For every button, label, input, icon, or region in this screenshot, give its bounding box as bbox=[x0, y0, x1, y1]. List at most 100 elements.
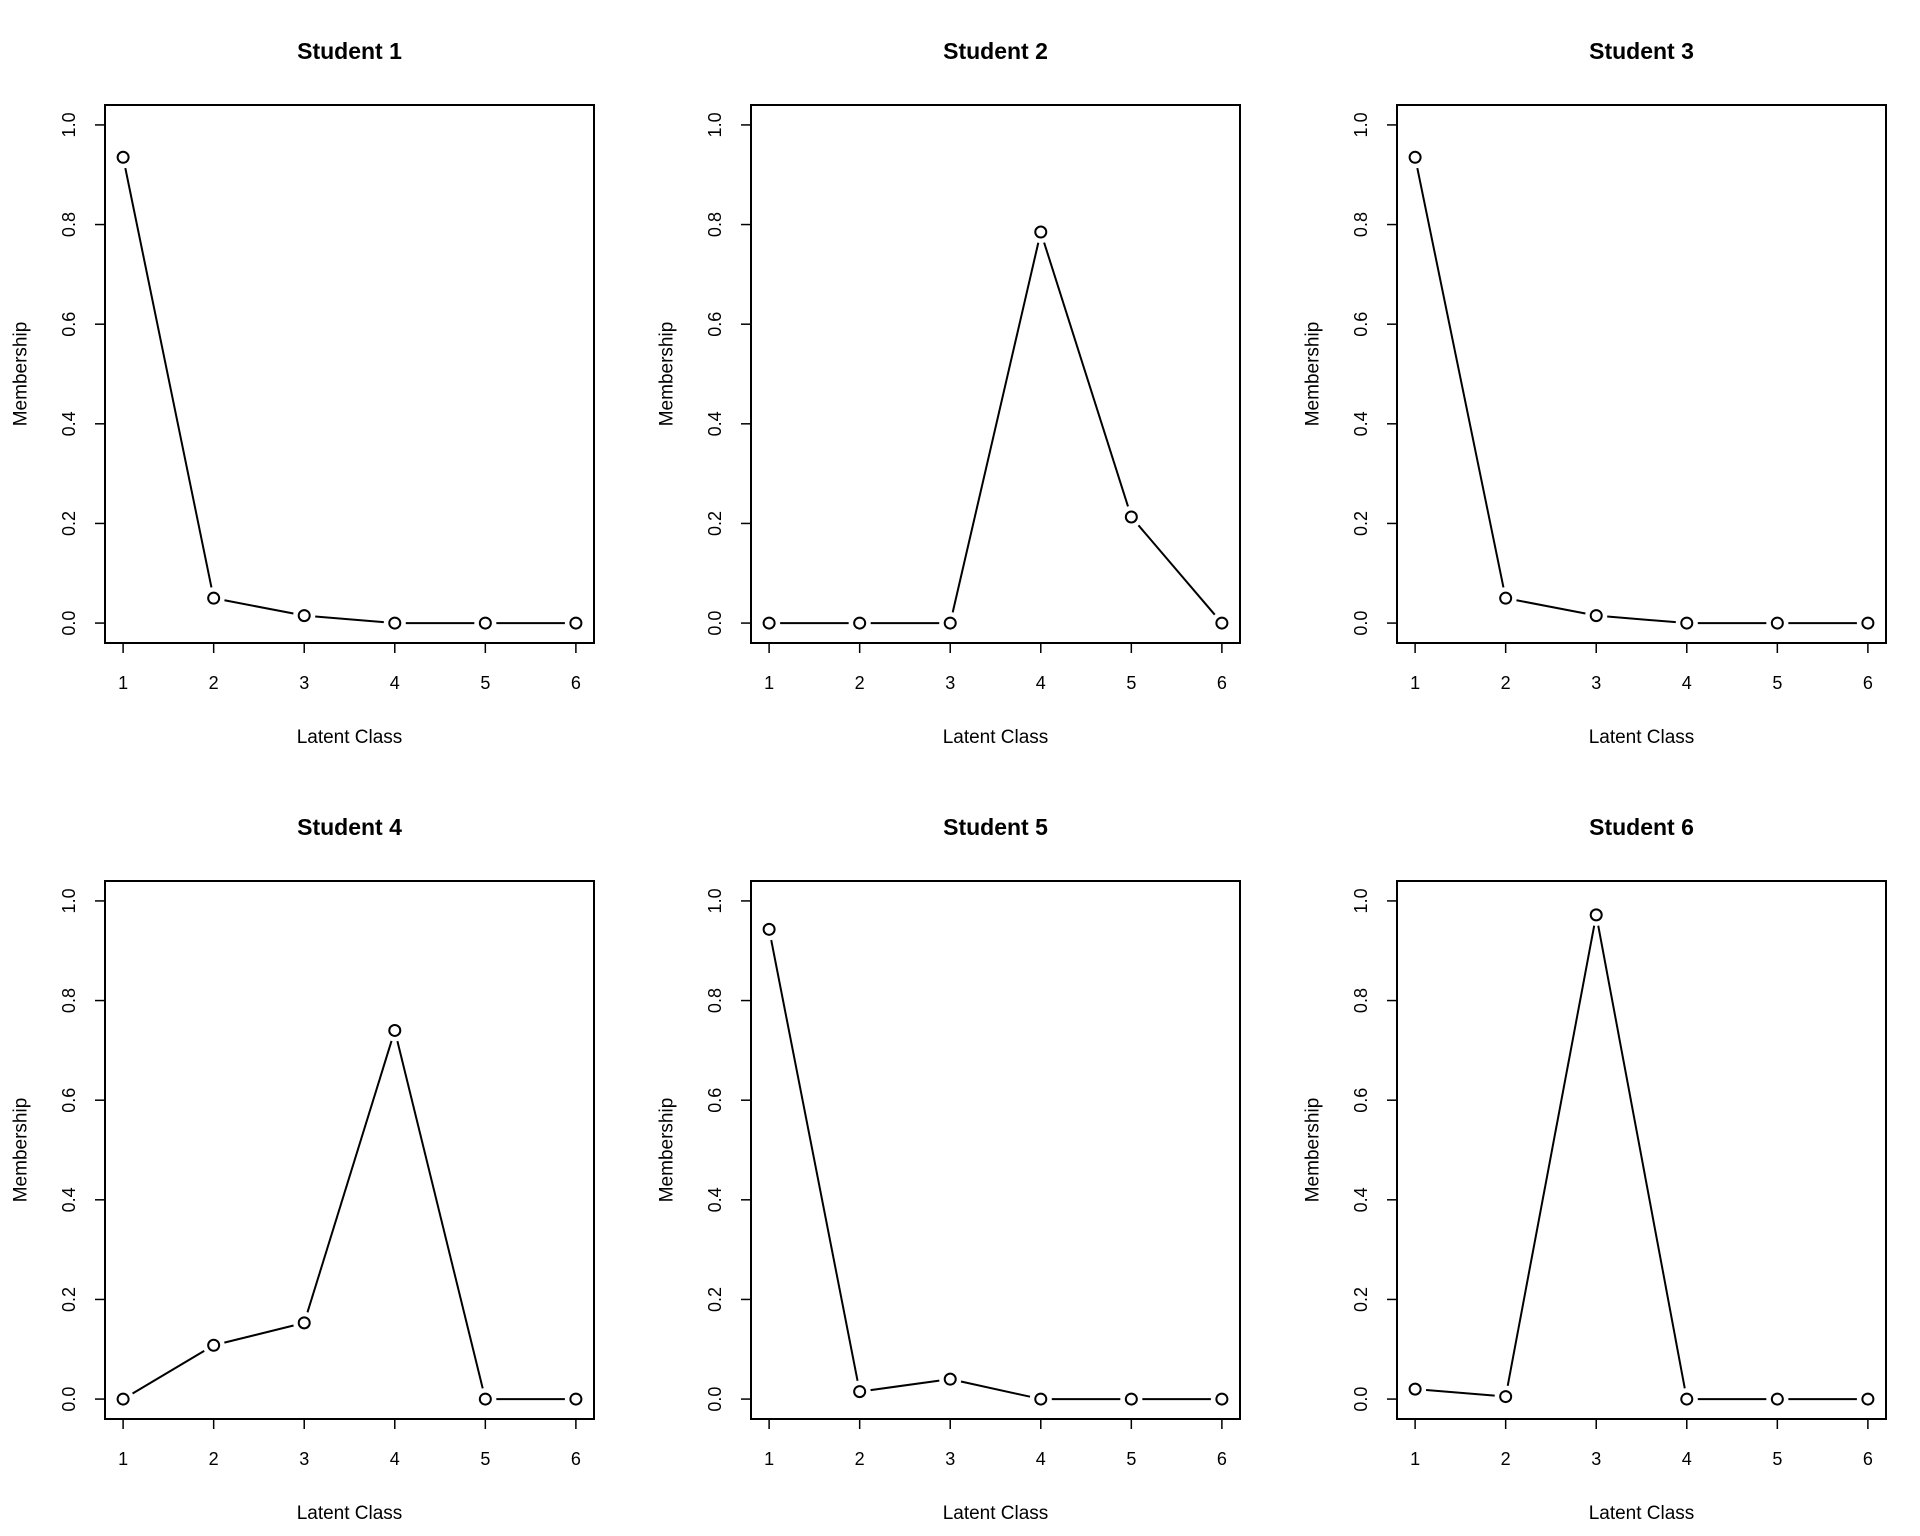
data-point bbox=[1034, 225, 1048, 239]
data-point bbox=[1124, 510, 1138, 524]
series-line-segment bbox=[870, 1379, 940, 1392]
x-tick-label: 4 bbox=[1036, 673, 1046, 693]
data-point bbox=[1499, 591, 1513, 605]
data-point bbox=[1215, 616, 1229, 630]
x-tick-label: 6 bbox=[571, 1449, 581, 1469]
data-point bbox=[1770, 616, 1784, 630]
y-tick-label: 0.0 bbox=[59, 611, 79, 636]
data-point bbox=[478, 1392, 492, 1406]
y-tick-label: 0.8 bbox=[59, 212, 79, 237]
series-line-segment bbox=[770, 939, 859, 1381]
data-point bbox=[1215, 1392, 1229, 1406]
y-tick-label: 0.8 bbox=[705, 212, 725, 237]
panel-student-3: Student 3 1 2 3 4 5 6 Latent Class 0.0 0.2 0.4 0.6 0… bbox=[1303, 38, 1887, 748]
x-tick-label: 3 bbox=[1591, 1449, 1601, 1469]
y-tick-label: 0.8 bbox=[705, 988, 725, 1013]
x-tick-label: 3 bbox=[945, 1449, 955, 1469]
x-tick-label: 6 bbox=[571, 673, 581, 693]
panel-student-2: Student 2 1 2 3 4 5 6 Latent Class 0.0 0.2 0.4 0.6 0… bbox=[657, 38, 1241, 748]
y-tick-label: 0.8 bbox=[1351, 988, 1371, 1013]
x-axis-label: Latent Class bbox=[943, 727, 1049, 748]
y-tick-label: 0.4 bbox=[705, 1187, 725, 1212]
series-line-segment bbox=[1516, 599, 1586, 615]
chart-title: Student 2 bbox=[943, 38, 1048, 64]
x-tick-label: 2 bbox=[209, 673, 219, 693]
data-point bbox=[943, 616, 957, 630]
data-point bbox=[207, 1338, 221, 1352]
y-tick-label: 0.2 bbox=[1351, 1287, 1371, 1312]
series-line-segment bbox=[1416, 167, 1505, 588]
y-tick-label: 0.6 bbox=[705, 312, 725, 337]
x-tick-label: 1 bbox=[118, 673, 128, 693]
y-tick-label: 0.6 bbox=[705, 1088, 725, 1113]
panel-student-1: Student 1 1 2 3 4 5 6 Latent Class 0.0 0.2 0.4 0.6 0… bbox=[11, 38, 595, 748]
data-point bbox=[297, 609, 311, 623]
x-tick-label: 1 bbox=[764, 1449, 774, 1469]
y-tick-label: 1.0 bbox=[1351, 112, 1371, 137]
plot-frame bbox=[104, 880, 595, 1420]
x-tick-label: 1 bbox=[764, 673, 774, 693]
y-axis-label: Membership bbox=[657, 1098, 678, 1203]
series-line-segment bbox=[315, 615, 384, 624]
x-tick-label: 6 bbox=[1217, 1449, 1227, 1469]
y-tick-label: 0.0 bbox=[59, 1387, 79, 1412]
y-tick-label: 0.0 bbox=[705, 611, 725, 636]
y-axis-label: Membership bbox=[657, 322, 678, 427]
x-tick-label: 4 bbox=[390, 673, 400, 693]
data-point bbox=[1589, 609, 1603, 623]
data-point bbox=[116, 1392, 130, 1406]
x-tick-label: 5 bbox=[480, 1449, 490, 1469]
x-tick-label: 3 bbox=[299, 673, 309, 693]
series-line-segment bbox=[951, 242, 1040, 613]
y-axis-label: Membership bbox=[1303, 322, 1324, 427]
x-tick-label: 1 bbox=[1410, 1449, 1420, 1469]
data-point bbox=[853, 1385, 867, 1399]
data-point bbox=[943, 1372, 957, 1386]
x-tick-label: 4 bbox=[1682, 1449, 1692, 1469]
chart-title: Student 1 bbox=[297, 38, 402, 64]
chart-title: Student 4 bbox=[297, 814, 402, 840]
x-tick-label: 3 bbox=[299, 1449, 309, 1469]
x-tick-label: 6 bbox=[1217, 673, 1227, 693]
series-line-segment bbox=[306, 1040, 393, 1313]
plot-frame bbox=[1396, 880, 1887, 1420]
plot-frame bbox=[104, 104, 595, 644]
y-tick-label: 0.6 bbox=[1351, 312, 1371, 337]
y-tick-label: 0.8 bbox=[59, 988, 79, 1013]
x-axis-label: Latent Class bbox=[943, 1503, 1049, 1524]
y-tick-label: 0.2 bbox=[59, 1287, 79, 1312]
series-line-segment bbox=[1137, 524, 1216, 616]
y-tick-label: 1.0 bbox=[705, 112, 725, 137]
y-tick-label: 0.4 bbox=[1351, 1187, 1371, 1212]
x-tick-label: 4 bbox=[1682, 673, 1692, 693]
data-point bbox=[1680, 1392, 1694, 1406]
y-tick-label: 0.0 bbox=[705, 1387, 725, 1412]
x-tick-label: 5 bbox=[1126, 673, 1136, 693]
series-line-segment bbox=[1597, 925, 1686, 1389]
x-tick-label: 1 bbox=[1410, 673, 1420, 693]
x-tick-label: 2 bbox=[209, 1449, 219, 1469]
x-tick-label: 6 bbox=[1863, 673, 1873, 693]
series-line-segment bbox=[1506, 925, 1596, 1386]
data-point bbox=[1680, 616, 1694, 630]
y-axis-label: Membership bbox=[11, 322, 32, 427]
y-axis-label: Membership bbox=[11, 1098, 32, 1203]
series-line-segment bbox=[1425, 1389, 1495, 1397]
data-point bbox=[297, 1316, 311, 1330]
y-tick-label: 1.0 bbox=[59, 888, 79, 913]
y-tick-label: 1.0 bbox=[59, 112, 79, 137]
data-point bbox=[569, 616, 583, 630]
data-point bbox=[116, 150, 130, 164]
y-tick-label: 0.6 bbox=[59, 1088, 79, 1113]
series-line-segment bbox=[960, 1380, 1031, 1398]
series-line-segment bbox=[224, 599, 294, 615]
y-tick-label: 0.4 bbox=[59, 411, 79, 436]
data-point bbox=[762, 922, 776, 936]
data-point bbox=[388, 1023, 402, 1037]
x-axis-label: Latent Class bbox=[297, 1503, 403, 1524]
x-tick-label: 6 bbox=[1863, 1449, 1873, 1469]
chart-title: Student 5 bbox=[943, 814, 1048, 840]
series-line-segment bbox=[1043, 242, 1129, 507]
data-point bbox=[1589, 908, 1603, 922]
